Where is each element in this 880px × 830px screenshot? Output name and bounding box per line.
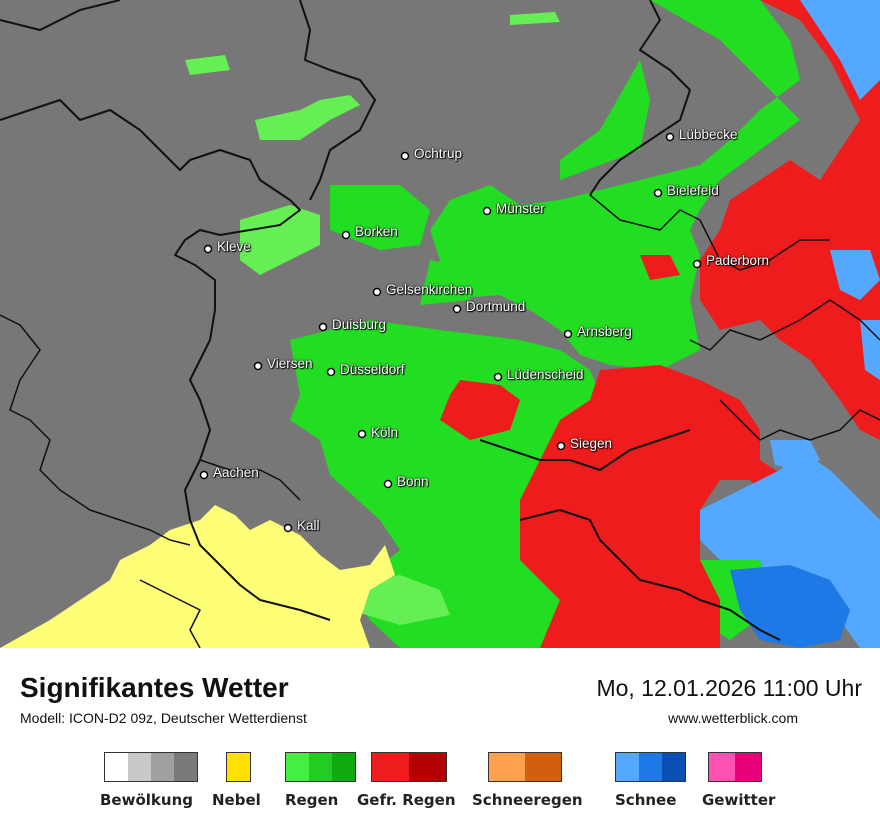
city-markers	[199, 132, 702, 533]
city-label-siegen: Siegen	[570, 436, 613, 451]
freezing-rain-area	[440, 0, 880, 648]
city-label-duesseldorf: Düsseldorf	[340, 362, 405, 377]
city-label-viersen: Viersen	[267, 356, 313, 371]
city-label-bonn: Bonn	[397, 474, 429, 489]
legend-swatches	[615, 752, 686, 782]
legend-nebel: Nebel	[212, 752, 261, 809]
swatch	[174, 753, 197, 781]
city-label-muenster: Münster	[496, 201, 545, 216]
legend-bewoelkung: Bewölkung	[100, 752, 198, 809]
legend-swatches	[285, 752, 356, 782]
legend-label: Gewitter	[702, 791, 776, 809]
legend-label: Regen	[285, 791, 339, 809]
legend-label: Schnee	[615, 791, 677, 809]
city-label-dortmund: Dortmund	[466, 299, 526, 314]
swatch	[309, 753, 332, 781]
legend-swatches	[104, 752, 198, 782]
swatch	[735, 753, 761, 781]
legend-gefr-regen: Gefr. Regen	[357, 752, 456, 809]
swatch	[227, 753, 250, 781]
legend-schnee: Schnee	[615, 752, 686, 809]
city-label-luedenscheid: Lüdenscheid	[507, 367, 584, 382]
swatch	[489, 753, 525, 781]
website-link[interactable]: www.wetterblick.com	[668, 710, 798, 726]
swatch	[639, 753, 662, 781]
swatch	[286, 753, 309, 781]
swatch	[409, 753, 446, 781]
footer-panel: Signifikantes Wetter Modell: ICON-D2 09z…	[0, 648, 880, 830]
forecast-datetime: Mo, 12.01.2026 11:00 Uhr	[596, 675, 862, 701]
legend-swatches	[226, 752, 251, 782]
legend-swatches	[371, 752, 447, 782]
swatch	[372, 753, 409, 781]
page-title: Signifikantes Wetter	[20, 672, 289, 703]
city-label-luebbecke: Lübbecke	[679, 127, 738, 142]
swatch	[709, 753, 735, 781]
weather-map: Ochtrup Lübbecke Bielefeld Münster Borke…	[0, 0, 880, 648]
swatch	[662, 753, 685, 781]
city-label-kall: Kall	[297, 518, 320, 533]
legend-swatches	[708, 752, 762, 782]
legend-swatches	[488, 752, 562, 782]
legend-schneeregen: Schneeregen	[472, 752, 583, 809]
city-label-gelsenkirchen: Gelsenkirchen	[386, 282, 473, 297]
legend: Bewölkung Nebel Regen Gefr. Regen	[0, 752, 880, 822]
city-label-bielefeld: Bielefeld	[667, 183, 719, 198]
legend-label: Schneeregen	[472, 791, 583, 809]
model-source: Modell: ICON-D2 09z, Deutscher Wetterdie…	[20, 710, 307, 726]
legend-label: Bewölkung	[100, 791, 193, 809]
city-label-duisburg: Duisburg	[332, 317, 387, 332]
swatch	[332, 753, 355, 781]
legend-regen: Regen	[285, 752, 356, 809]
snow-area	[730, 565, 850, 648]
swatch	[128, 753, 151, 781]
map-layers	[0, 0, 880, 648]
city-label-paderborn: Paderborn	[706, 253, 770, 268]
city-label-koeln: Köln	[371, 425, 399, 440]
swatch	[525, 753, 561, 781]
city-label-borken: Borken	[355, 224, 398, 239]
borders	[0, 0, 880, 648]
legend-label: Gefr. Regen	[357, 791, 456, 809]
swatch	[616, 753, 639, 781]
swatch	[105, 753, 128, 781]
city-label-kleve: Kleve	[217, 239, 251, 254]
city-label-arnsberg: Arnsberg	[577, 324, 632, 339]
legend-label: Nebel	[212, 791, 261, 809]
rain-area	[290, 0, 800, 648]
city-label-aachen: Aachen	[213, 465, 259, 480]
legend-gewitter: Gewitter	[702, 752, 775, 809]
city-label-ochtrup: Ochtrup	[414, 146, 463, 161]
swatch	[151, 753, 174, 781]
